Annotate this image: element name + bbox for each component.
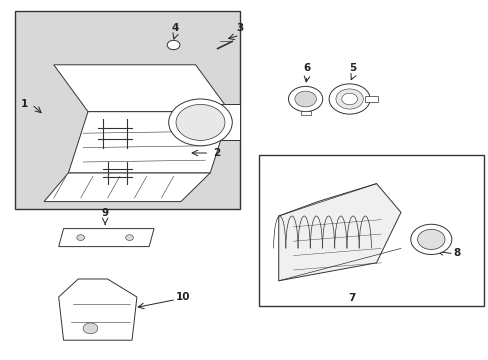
Polygon shape — [278, 184, 400, 281]
Text: 2: 2 — [212, 148, 220, 158]
Circle shape — [341, 93, 357, 105]
Text: 9: 9 — [102, 208, 108, 218]
Bar — [365, 96, 377, 102]
Circle shape — [328, 84, 369, 114]
Circle shape — [77, 235, 84, 240]
Text: 7: 7 — [347, 293, 355, 303]
Text: 4: 4 — [171, 23, 179, 33]
Text: 1: 1 — [21, 99, 28, 109]
Bar — [300, 111, 310, 115]
Bar — [259, 155, 483, 306]
Polygon shape — [59, 279, 137, 340]
Polygon shape — [68, 112, 229, 173]
Polygon shape — [210, 104, 239, 140]
Circle shape — [417, 229, 444, 249]
Polygon shape — [54, 65, 229, 112]
Circle shape — [83, 323, 98, 334]
Text: 10: 10 — [176, 292, 190, 302]
Circle shape — [410, 224, 451, 255]
Circle shape — [168, 99, 232, 146]
Polygon shape — [59, 229, 154, 247]
Circle shape — [288, 86, 322, 112]
Circle shape — [125, 235, 133, 240]
Circle shape — [167, 40, 180, 50]
Circle shape — [335, 89, 363, 109]
Text: 5: 5 — [349, 63, 356, 73]
Text: 6: 6 — [303, 63, 310, 73]
Bar — [15, 11, 239, 209]
Circle shape — [294, 91, 316, 107]
Polygon shape — [44, 173, 210, 202]
Text: 8: 8 — [453, 248, 460, 258]
Circle shape — [176, 104, 224, 140]
Text: 3: 3 — [236, 23, 243, 33]
